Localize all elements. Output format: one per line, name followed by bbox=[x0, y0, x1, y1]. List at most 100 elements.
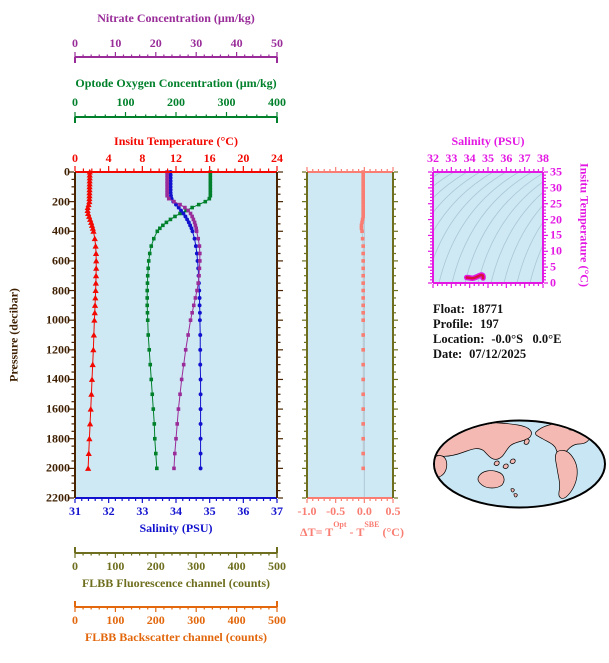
profile-info-row: Profile: 197 bbox=[433, 317, 499, 332]
tick-label: 20 bbox=[550, 212, 562, 227]
profile-value: 197 bbox=[480, 317, 499, 331]
delta-axis-title: ΔT= TOpt - TSBE (°C) bbox=[300, 520, 404, 539]
tick-label: 1200 bbox=[46, 342, 70, 357]
tick-label: 0 bbox=[72, 613, 78, 627]
tick-label: 200 bbox=[167, 95, 185, 109]
temperature-axis-title: Insitu Temperature (°C) bbox=[114, 134, 238, 148]
tick-label: 35 bbox=[203, 504, 216, 518]
float-info-row: Float: 18771 bbox=[433, 302, 503, 317]
series-delta_T_opt_minus_sbe bbox=[359, 170, 365, 471]
oxygen-axis-tick-labels: 0 100 200 300 400 bbox=[72, 95, 286, 109]
tick-label: 36 bbox=[237, 504, 250, 518]
tick-label: 15 bbox=[550, 227, 562, 242]
backscatter-axis-tick-labels: 0 100 200 300 400 500 bbox=[72, 613, 286, 627]
series-optode_oxygen bbox=[145, 170, 213, 471]
tick-label: 35 bbox=[550, 164, 562, 179]
tick-label: 40 bbox=[230, 36, 243, 50]
tick-label: 200 bbox=[146, 559, 165, 573]
tick-label: 16 bbox=[203, 151, 216, 165]
tick-label: 600 bbox=[52, 253, 70, 268]
float-label: Float: bbox=[433, 302, 465, 316]
tick-label: 100 bbox=[116, 95, 135, 109]
oxygen-axis-title: Optode Oxygen Concentration (µm/kg) bbox=[75, 76, 277, 90]
date-label: Date: bbox=[433, 347, 463, 361]
isopycnal-contours bbox=[433, 172, 543, 283]
tick-label: 33 bbox=[136, 504, 149, 518]
fluorescence-axis-title: FLBB Fluorescence channel (counts) bbox=[81, 576, 271, 590]
tick-label: 0 bbox=[550, 275, 556, 290]
tick-label: 37 bbox=[518, 151, 531, 165]
series-nitrate bbox=[165, 170, 202, 471]
delta-axis-tick-labels: -1.0 -0.5 0.0 0.5 bbox=[298, 504, 401, 518]
tick-label: 200 bbox=[52, 194, 70, 209]
tick-label: 38 bbox=[537, 151, 549, 165]
tick-label: 100 bbox=[106, 559, 125, 573]
tick-label: 0 bbox=[64, 164, 70, 179]
tick-label: 30 bbox=[550, 180, 562, 195]
tick-label: 24 bbox=[271, 151, 283, 165]
backscatter-axis-title: FLBB Backscatter channel (counts) bbox=[84, 630, 268, 644]
tick-label: 400 bbox=[52, 223, 70, 238]
location-value: -0.0°S 0.0°E bbox=[491, 332, 562, 346]
tick-label: 300 bbox=[187, 559, 206, 573]
tick-label: 500 bbox=[268, 559, 286, 573]
ts-salinity-title: Salinity (PSU) bbox=[451, 134, 525, 148]
tick-label: 1800 bbox=[46, 431, 70, 446]
tick-label: 30 bbox=[190, 36, 203, 50]
tick-label: 20 bbox=[237, 151, 250, 165]
tick-label: 34 bbox=[463, 151, 476, 165]
location-label: Location: bbox=[433, 332, 485, 346]
ts-temperature-tick-labels: 35 30 25 20 15 10 5 0 bbox=[550, 165, 568, 290]
tick-label: 0 bbox=[72, 95, 78, 109]
tick-label: 0 bbox=[72, 559, 78, 573]
tick-label: 500 bbox=[268, 613, 286, 627]
tick-label: 2200 bbox=[46, 490, 70, 505]
tick-label: 36 bbox=[500, 151, 513, 165]
nitrate-axis-tick-labels: 0 10 20 30 40 50 bbox=[72, 36, 283, 50]
nitrate-axis-title: Nitrate Concentration (µm/kg) bbox=[97, 11, 255, 25]
tick-label: 0 bbox=[72, 36, 78, 50]
tick-label: 1000 bbox=[46, 312, 70, 327]
date-value: 07/12/2025 bbox=[469, 347, 527, 361]
tick-label: 35 bbox=[482, 151, 494, 165]
tick-label: 50 bbox=[271, 36, 283, 50]
profile-label: Profile: bbox=[433, 317, 474, 331]
tick-label: 32 bbox=[102, 504, 115, 518]
tick-label: 8 bbox=[139, 151, 146, 165]
tick-label: 0.0 bbox=[356, 504, 372, 518]
ts-profile-blob bbox=[463, 272, 486, 281]
tick-label: 0.5 bbox=[385, 504, 401, 518]
tick-label: 12 bbox=[170, 151, 182, 165]
tick-label: 100 bbox=[106, 613, 125, 627]
world-map bbox=[433, 419, 606, 509]
tick-label: -0.5 bbox=[326, 504, 346, 518]
ts-temperature-title: Insitu Temperature (°C) bbox=[577, 163, 592, 287]
series-insitu_temperature bbox=[84, 168, 100, 471]
tick-label: 33 bbox=[445, 151, 458, 165]
salinity-axis-title: Salinity (PSU) bbox=[139, 521, 213, 535]
location-info-row: Location: -0.0°S 0.0°E bbox=[433, 332, 561, 347]
tick-label: 10 bbox=[550, 243, 562, 258]
tick-label: 5 bbox=[550, 259, 556, 274]
temperature-axis-tick-labels: 0 4 8 12 16 20 24 bbox=[72, 151, 283, 165]
tick-label: 2000 bbox=[46, 460, 70, 475]
date-info-row: Date: 07/12/2025 bbox=[433, 347, 526, 362]
tick-label: 400 bbox=[268, 95, 286, 109]
tick-label: 32 bbox=[427, 151, 439, 165]
ts-salinity-tick-labels: 32 33 34 35 36 37 38 bbox=[427, 151, 549, 165]
tick-label: 31 bbox=[69, 504, 81, 518]
tick-label: 1400 bbox=[46, 371, 70, 386]
tick-label: 0 bbox=[72, 151, 78, 165]
float-value: 18771 bbox=[471, 302, 504, 316]
tick-label: 400 bbox=[227, 559, 246, 573]
tick-label: 34 bbox=[170, 504, 182, 518]
tick-label: 300 bbox=[187, 613, 206, 627]
series-salinity bbox=[168, 170, 203, 471]
tick-label: -1.0 bbox=[297, 504, 317, 518]
tick-label: 20 bbox=[149, 36, 162, 50]
salinity-axis-tick-labels: 31 32 33 34 35 36 37 bbox=[69, 504, 283, 518]
tick-label: 4 bbox=[105, 151, 112, 165]
tick-label: 1600 bbox=[46, 401, 70, 416]
pressure-axis-title: Pressure (decibar) bbox=[6, 288, 21, 382]
